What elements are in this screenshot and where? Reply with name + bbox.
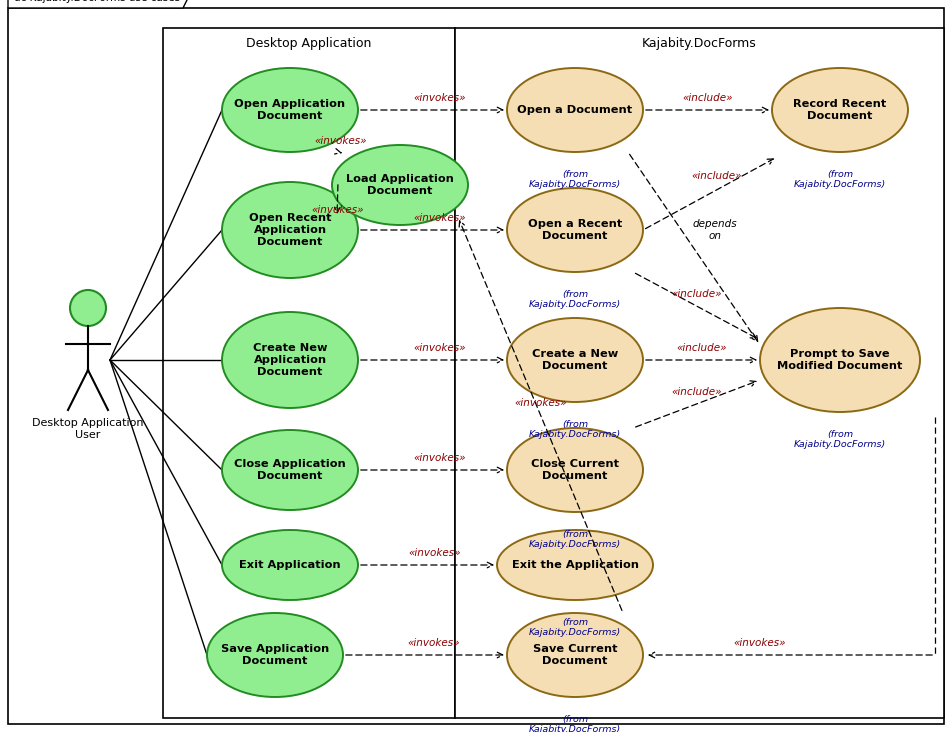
Text: Desktop Application
User: Desktop Application User xyxy=(32,418,144,440)
Text: «include»: «include» xyxy=(671,387,722,397)
Text: «invokes»: «invokes» xyxy=(407,638,460,648)
Ellipse shape xyxy=(222,182,358,278)
Ellipse shape xyxy=(507,613,643,697)
Text: (from
Kajabity.DocForms): (from Kajabity.DocForms) xyxy=(529,170,621,190)
Text: Load Application
Document: Load Application Document xyxy=(347,173,454,196)
Ellipse shape xyxy=(222,530,358,600)
Ellipse shape xyxy=(222,430,358,510)
Text: (from
Kajabity.DocForms): (from Kajabity.DocForms) xyxy=(529,618,621,638)
Ellipse shape xyxy=(207,613,343,697)
Ellipse shape xyxy=(507,188,643,272)
Text: Close Current
Document: Close Current Document xyxy=(531,459,619,481)
Text: Kajabity.DocForms: Kajabity.DocForms xyxy=(643,37,757,51)
Ellipse shape xyxy=(222,312,358,408)
Text: «include»: «include» xyxy=(691,171,742,181)
Text: depends
on: depends on xyxy=(693,219,737,241)
Text: «include»: «include» xyxy=(671,289,722,299)
Ellipse shape xyxy=(760,308,920,412)
Text: Record Recent
Document: Record Recent Document xyxy=(793,99,886,122)
Text: (from
Kajabity.DocForms): (from Kajabity.DocForms) xyxy=(529,715,621,732)
Text: Save Current
Document: Save Current Document xyxy=(533,644,617,666)
Text: (from
Kajabity.DocForms): (from Kajabity.DocForms) xyxy=(529,420,621,439)
Text: «invokes»: «invokes» xyxy=(514,398,566,408)
Ellipse shape xyxy=(507,318,643,402)
Text: uc Kajabity.DocForms use cases: uc Kajabity.DocForms use cases xyxy=(14,0,180,3)
Text: Open a Document: Open a Document xyxy=(518,105,632,115)
Text: Close Application
Document: Close Application Document xyxy=(234,459,346,481)
Ellipse shape xyxy=(222,68,358,152)
Polygon shape xyxy=(8,0,193,8)
Text: «invokes»: «invokes» xyxy=(734,638,786,648)
Text: «invokes»: «invokes» xyxy=(414,453,466,463)
Bar xyxy=(455,28,944,718)
Text: «invokes»: «invokes» xyxy=(414,343,466,353)
Ellipse shape xyxy=(497,530,653,600)
Bar xyxy=(163,28,455,718)
Text: «invokes»: «invokes» xyxy=(414,213,466,223)
Text: «invokes»: «invokes» xyxy=(408,548,461,558)
Text: (from
Kajabity.DocForms): (from Kajabity.DocForms) xyxy=(529,290,621,310)
Ellipse shape xyxy=(507,68,643,152)
Text: Open a Recent
Document: Open a Recent Document xyxy=(527,219,622,242)
Text: (from
Kajabity.DocForms): (from Kajabity.DocForms) xyxy=(794,170,886,190)
Text: Create New
Application
Document: Create New Application Document xyxy=(252,343,327,378)
Text: Exit the Application: Exit the Application xyxy=(511,560,639,570)
Text: «include»: «include» xyxy=(676,343,726,353)
Text: (from
Kajabity.DocForms): (from Kajabity.DocForms) xyxy=(794,430,886,449)
Text: Exit Application: Exit Application xyxy=(239,560,341,570)
Text: Create a New
Document: Create a New Document xyxy=(532,349,618,371)
Text: «invokes»: «invokes» xyxy=(311,205,364,214)
Text: (from
Kajabity.DocForms): (from Kajabity.DocForms) xyxy=(529,530,621,550)
Text: Prompt to Save
Modified Document: Prompt to Save Modified Document xyxy=(778,349,902,371)
Text: Open Application
Document: Open Application Document xyxy=(234,99,346,122)
Circle shape xyxy=(70,290,106,326)
Text: Desktop Application: Desktop Application xyxy=(247,37,371,51)
Ellipse shape xyxy=(332,145,468,225)
Text: «invokes»: «invokes» xyxy=(414,93,466,103)
Ellipse shape xyxy=(772,68,908,152)
Text: «invokes»: «invokes» xyxy=(314,135,367,146)
Text: «include»: «include» xyxy=(683,93,733,103)
Text: Save Application
Document: Save Application Document xyxy=(221,644,329,666)
Text: Open Recent
Application
Document: Open Recent Application Document xyxy=(248,212,331,247)
Ellipse shape xyxy=(507,428,643,512)
